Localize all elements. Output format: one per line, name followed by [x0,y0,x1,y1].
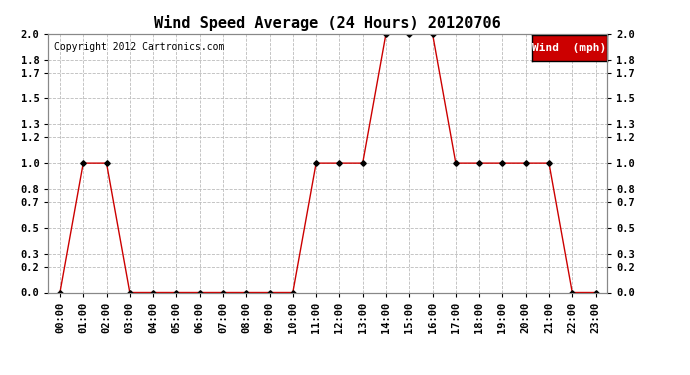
Text: Copyright 2012 Cartronics.com: Copyright 2012 Cartronics.com [54,42,224,51]
Title: Wind Speed Average (24 Hours) 20120706: Wind Speed Average (24 Hours) 20120706 [155,15,501,31]
